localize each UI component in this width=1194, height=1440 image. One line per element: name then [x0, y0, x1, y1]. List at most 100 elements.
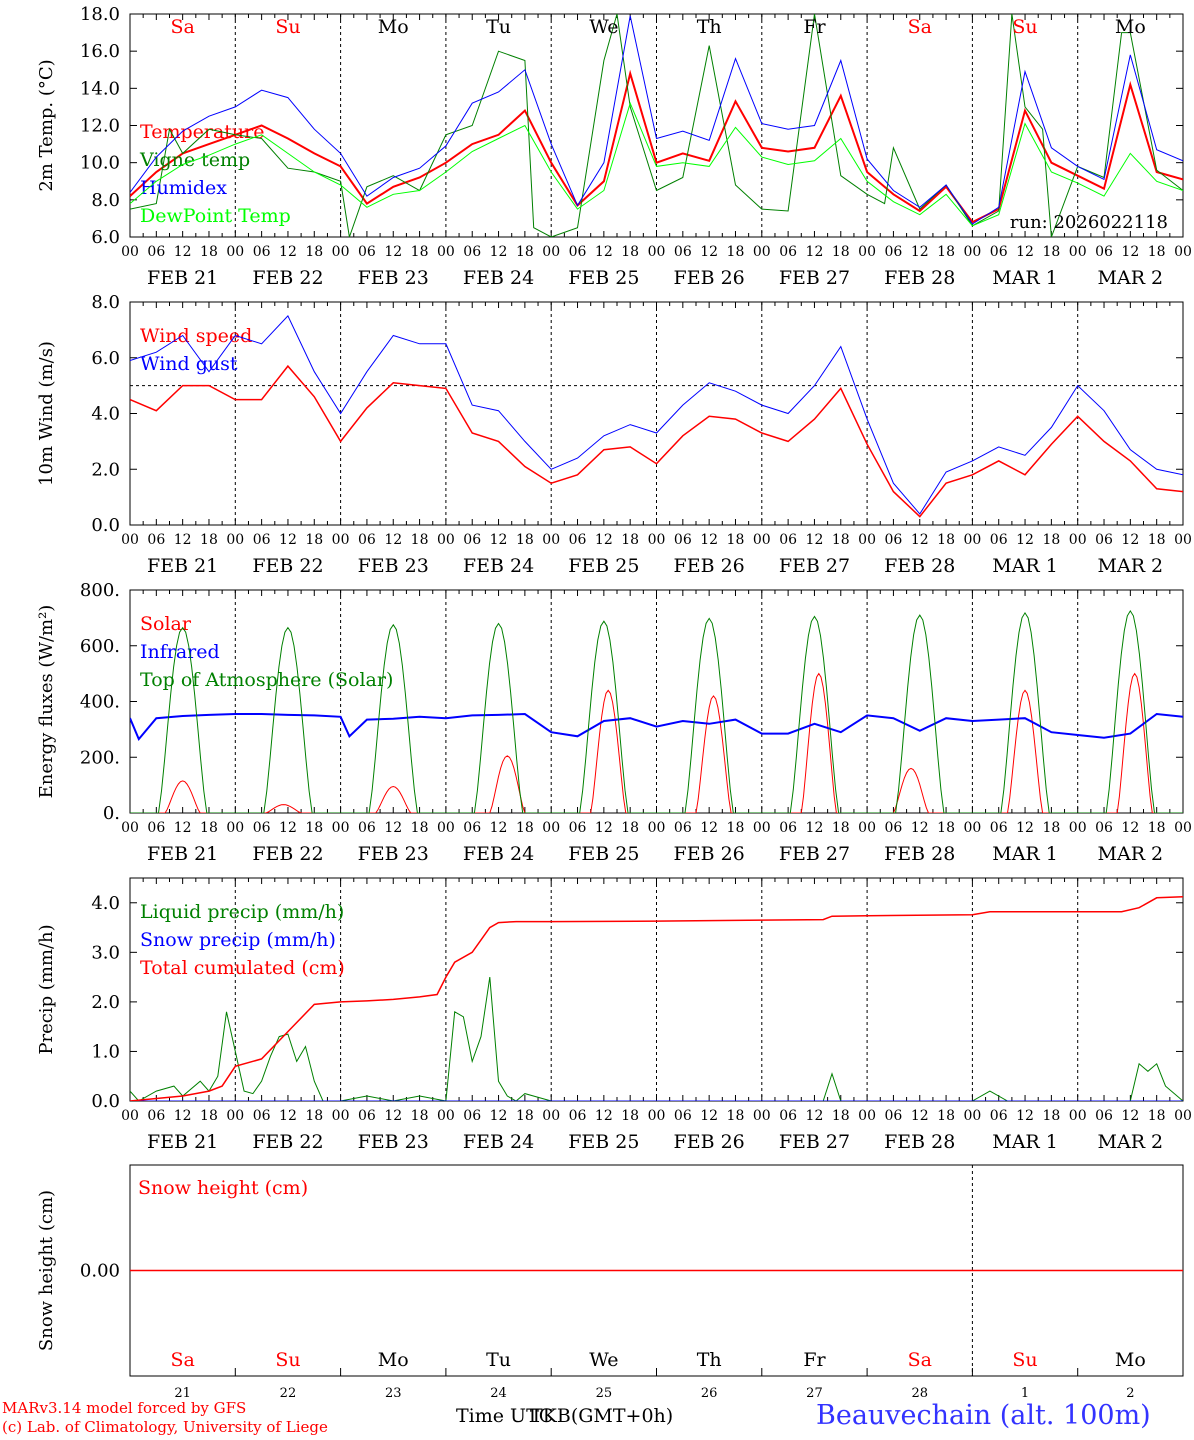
date-label: FEB 27	[779, 555, 850, 577]
hour-tick-label: 06	[779, 820, 797, 836]
hour-tick-label: 06	[674, 1108, 692, 1124]
hour-tick-label: 12	[806, 532, 824, 548]
y-tick-label: 4.0	[91, 893, 120, 914]
hour-tick-label: 18	[621, 532, 639, 548]
hour-tick-label: 12	[279, 244, 297, 260]
hour-tick-label: 18	[200, 244, 218, 260]
hour-tick-label: 12	[490, 1108, 508, 1124]
hour-tick-label: 12	[700, 820, 718, 836]
series-solar	[130, 672, 1183, 813]
y-tick-label: 800.	[80, 580, 120, 601]
hour-tick-label: 00	[121, 820, 139, 836]
weekday-label: We	[589, 1349, 618, 1371]
hour-tick-label: 12	[384, 244, 402, 260]
hour-tick-label: 06	[674, 820, 692, 836]
series-vigne-temp	[130, 14, 1183, 237]
day-number-label: 26	[701, 1386, 718, 1401]
hour-tick-label: 00	[121, 244, 139, 260]
hour-tick-label: 00	[858, 244, 876, 260]
weekday-label: Su	[275, 1349, 300, 1371]
y-tick-label: 400.	[80, 692, 120, 713]
hour-tick-label: 00	[753, 532, 771, 548]
hour-tick-label: 00	[753, 1108, 771, 1124]
date-label: FEB 24	[463, 843, 534, 865]
hour-tick-label: 00	[437, 532, 455, 548]
y-tick-label: 2.0	[91, 992, 120, 1013]
weekday-label: Th	[697, 16, 722, 38]
series-liquid-precip-mm-h-	[130, 977, 1183, 1101]
hour-tick-label: 00	[858, 532, 876, 548]
date-label: MAR 2	[1098, 843, 1164, 865]
hour-tick-label: 18	[305, 532, 323, 548]
date-label: FEB 22	[252, 843, 323, 865]
hour-tick-label: 06	[779, 1108, 797, 1124]
y-axis-label: 10m Wind (m/s)	[36, 341, 57, 486]
y-axis-label: Snow height (cm)	[36, 1190, 57, 1351]
hour-tick-label: 06	[358, 244, 376, 260]
hour-tick-label: 12	[384, 820, 402, 836]
date-label: FEB 28	[884, 267, 955, 289]
hour-tick-label: 00	[226, 244, 244, 260]
hour-tick-label: 00	[437, 244, 455, 260]
hour-tick-label: 06	[147, 244, 165, 260]
day-number-label: 2	[1126, 1386, 1134, 1401]
series-wind-speed	[130, 364, 1183, 518]
day-number-label: 1	[1021, 1386, 1029, 1401]
hour-tick-label: 12	[911, 1108, 929, 1124]
weekday-label: We	[589, 16, 618, 38]
hour-tick-label: 12	[1016, 244, 1034, 260]
weekday-label: Su	[1012, 16, 1037, 38]
hour-tick-label: 18	[937, 820, 955, 836]
hour-tick-label: 00	[226, 1108, 244, 1124]
legend-wind-speed: Wind speed	[140, 325, 252, 347]
hour-tick-label: 18	[1148, 244, 1166, 260]
hour-tick-label: 18	[727, 244, 745, 260]
date-label: FEB 26	[674, 843, 745, 865]
date-label: FEB 28	[884, 1131, 955, 1153]
hour-tick-label: 18	[727, 1108, 745, 1124]
hour-tick-label: 00	[1174, 244, 1192, 260]
date-label: FEB 26	[674, 555, 745, 577]
legend-temperature: Temperature	[140, 121, 264, 143]
date-label: FEB 23	[358, 1131, 429, 1153]
date-label: MAR 1	[992, 1131, 1058, 1153]
hour-tick-label: 12	[174, 1108, 192, 1124]
hour-tick-label: 00	[963, 244, 981, 260]
hour-tick-label: 18	[621, 1108, 639, 1124]
hour-tick-label: 18	[516, 532, 534, 548]
hour-tick-label: 12	[1121, 532, 1139, 548]
hour-tick-label: 12	[384, 1108, 402, 1124]
y-tick-label: 8.0	[91, 190, 120, 211]
date-label: FEB 22	[252, 267, 323, 289]
hour-tick-label: 12	[1121, 1108, 1139, 1124]
hour-tick-label: 06	[990, 1108, 1008, 1124]
hour-tick-label: 06	[674, 532, 692, 548]
date-label: MAR 1	[992, 555, 1058, 577]
hour-tick-label: 12	[174, 820, 192, 836]
hour-tick-label: 18	[832, 1108, 850, 1124]
hour-tick-label: 00	[1069, 532, 1087, 548]
hour-tick-label: 12	[1016, 820, 1034, 836]
date-label: FEB 26	[674, 267, 745, 289]
legend-wind-gust: Wind gust	[140, 353, 238, 375]
hour-tick-label: 06	[1095, 244, 1113, 260]
hour-tick-label: 00	[1069, 820, 1087, 836]
hour-tick-label: 00	[648, 244, 666, 260]
hour-tick-label: 12	[1016, 1108, 1034, 1124]
hour-tick-label: 18	[1042, 820, 1060, 836]
weekday-label: Mo	[378, 1349, 409, 1371]
hour-tick-label: 06	[1095, 820, 1113, 836]
hour-tick-label: 18	[832, 244, 850, 260]
hour-tick-label: 06	[569, 244, 587, 260]
day-number-label: 24	[490, 1386, 507, 1401]
hour-tick-label: 00	[542, 532, 560, 548]
hour-tick-label: 00	[648, 1108, 666, 1124]
hour-tick-label: 00	[963, 1108, 981, 1124]
day-number-label: 27	[806, 1386, 823, 1401]
legend-top-of-atmosphere-solar-: Top of Atmosphere (Solar)	[140, 669, 393, 691]
hour-tick-label: 12	[279, 820, 297, 836]
hour-tick-label: 00	[437, 1108, 455, 1124]
hour-tick-label: 18	[937, 1108, 955, 1124]
date-label: MAR 2	[1098, 555, 1164, 577]
